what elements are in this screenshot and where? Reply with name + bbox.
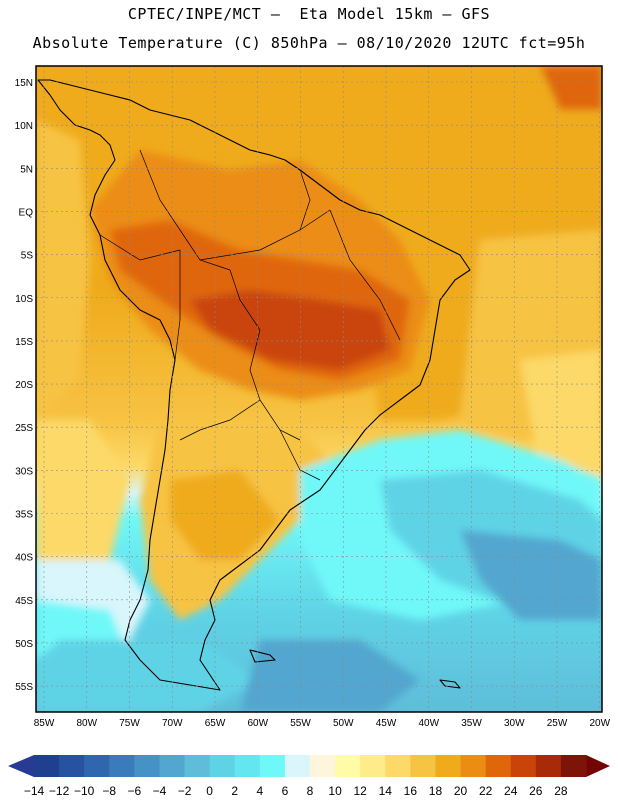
colorbar-swatch <box>310 755 336 777</box>
colorbar-label: 28 <box>554 784 568 798</box>
coastline <box>37 79 471 691</box>
colorbar-label: 20 <box>454 784 468 798</box>
lat-label: 55S <box>15 682 33 693</box>
lat-label: 20S <box>15 380 33 391</box>
lon-label: 60W <box>247 718 268 729</box>
colorbar-label: −10 <box>74 784 95 798</box>
colorbar-label: 16 <box>404 784 418 798</box>
colorbar-label: −14 <box>24 784 45 798</box>
colorbar-swatch <box>109 755 135 777</box>
lat-label: 5N <box>20 164 33 175</box>
colorbar-swatch <box>134 755 160 777</box>
lon-label: 75W <box>119 718 140 729</box>
colorbar-swatch <box>435 755 462 777</box>
lon-label: 55W <box>290 718 311 729</box>
lat-label: 45S <box>15 596 33 607</box>
colorbar-over-arrow <box>586 755 610 777</box>
colorbar-label: 24 <box>504 784 518 798</box>
lat-label: 50S <box>15 639 33 650</box>
colorbar-label: 6 <box>282 784 289 798</box>
lat-label: 15N <box>15 78 33 89</box>
title-variable: Absolute Temperature (C) 850hPa – 08/10/… <box>32 34 586 52</box>
lon-label: 70W <box>162 718 183 729</box>
colorbar-swatch <box>209 755 236 777</box>
lon-label: 35W <box>461 718 482 729</box>
lat-label: 10N <box>15 121 33 132</box>
colorbar-swatch <box>510 755 537 777</box>
colorbar-label: 10 <box>328 784 342 798</box>
borders <box>99 149 401 481</box>
colorbar-swatch <box>59 755 85 777</box>
colorbar-swatch <box>535 755 562 777</box>
colorbar-swatch <box>410 755 436 777</box>
colorbar-swatch <box>460 755 487 777</box>
lon-label: 65W <box>205 718 226 729</box>
colorbar-label: 4 <box>256 784 263 798</box>
lat-label: 35S <box>15 510 33 521</box>
colorbar-label: 22 <box>479 784 493 798</box>
colorbar-swatch <box>259 755 286 777</box>
colorbar-label: 8 <box>307 784 314 798</box>
lat-label: 40S <box>15 553 33 564</box>
colorbar-swatch <box>560 755 587 777</box>
colorbar-swatch <box>485 755 512 777</box>
colorbar-swatch <box>385 755 411 777</box>
lon-label: 80W <box>76 718 97 729</box>
colorbar-swatch <box>335 755 361 777</box>
lat-label: 15S <box>15 337 33 348</box>
lon-label: 25W <box>547 718 568 729</box>
colorbar-swatch <box>159 755 186 777</box>
colorbar-label: 14 <box>379 784 393 798</box>
lat-label: EQ <box>19 207 34 218</box>
temperature-field <box>36 66 602 712</box>
colorbar-label: 2 <box>231 784 238 798</box>
colorbar-label: −4 <box>153 784 167 798</box>
colorbar-label: −12 <box>49 784 70 798</box>
lat-label: 5S <box>21 251 34 262</box>
lat-label: 30S <box>15 466 33 477</box>
lat-label: 25S <box>15 423 33 434</box>
colorbar-swatch <box>284 755 311 777</box>
title-model: CPTEC/INPE/MCT – Eta Model 15km – GFS <box>127 5 491 23</box>
lon-label: 40W <box>418 718 439 729</box>
colorbar-label: 12 <box>354 784 368 798</box>
colorbar-label: −6 <box>128 784 142 798</box>
lon-label: 30W <box>504 718 525 729</box>
lat-label: 10S <box>15 294 33 305</box>
colorbar-label: 0 <box>206 784 213 798</box>
colorbar-swatch <box>184 755 211 777</box>
colorbar-swatch <box>84 755 110 777</box>
lon-label: 85W <box>34 718 55 729</box>
colorbar-label: 26 <box>529 784 543 798</box>
colorbar-label: −8 <box>102 784 116 798</box>
lon-label: 20W <box>589 718 610 729</box>
colorbar-swatch <box>360 755 386 777</box>
lon-label: 50W <box>333 718 354 729</box>
colorbar-under-arrow <box>8 755 34 777</box>
colorbar-swatch <box>234 755 261 777</box>
map-frame <box>35 65 603 713</box>
gridlines <box>36 66 602 712</box>
lon-label: 45W <box>376 718 397 729</box>
colorbar-label: −2 <box>178 784 192 798</box>
colorbar-swatch <box>34 755 60 777</box>
colorbar-label: 18 <box>429 784 443 798</box>
